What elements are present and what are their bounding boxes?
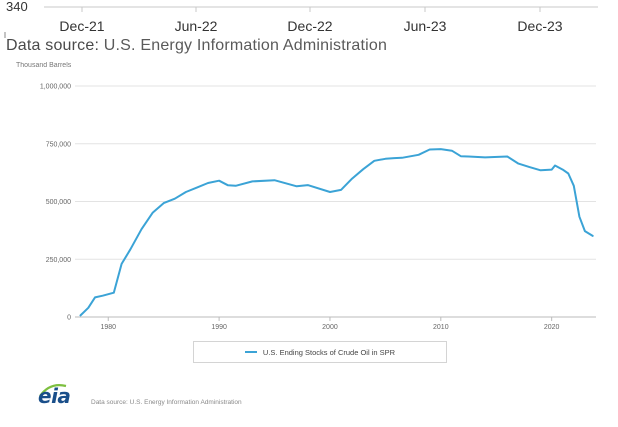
cropped-data-source: Data source: U.S. Energy Information Adm… [6, 37, 387, 55]
cropped-x-ticks: Dec-21 Jun-22 Dec-22 Jun-23 Dec-23 [59, 7, 563, 34]
legend-label: U.S. Ending Stocks of Crude Oil in SPR [262, 347, 396, 357]
x-tick-label: 2000 [322, 324, 338, 331]
data-source-note: Data source: U.S. Energy Information Adm… [91, 399, 242, 406]
cropped-data-source-label: Data source: [6, 37, 100, 54]
x-tick-layer: 1980 1990 2000 2010 2020 [100, 317, 560, 331]
y-tick-label: 750,000 [46, 141, 71, 148]
series-line-spr-stocks [79, 148, 594, 317]
y-tick-label: 250,000 [46, 257, 71, 264]
cropped-x-tick-label: Dec-22 [287, 18, 332, 34]
grid-layer [75, 85, 596, 318]
y-axis-unit-label: Thousand Barrels [16, 62, 72, 69]
y-tick-label: 500,000 [46, 199, 71, 206]
cropped-chart-strip: 340 Dec-21 Jun-22 Dec-22 Jun-23 Dec-23 Data … [0, 0, 618, 62]
cropped-y-tick-label: 340 [6, 0, 28, 14]
y-tick-layer: 0 250,000 500,000 750,000 1,000,000 [40, 84, 71, 322]
cropped-x-tick-label: Dec-23 [517, 18, 562, 34]
x-tick-label: 2020 [544, 324, 560, 331]
chart-plot: Thousand Barrels 0 250,000 500,000 750,000 1… [16, 62, 596, 331]
x-tick-label: 2010 [433, 324, 449, 331]
cropped-x-tick-label: Jun-22 [175, 18, 218, 34]
eia-logo: eia [38, 384, 71, 408]
x-tick-label: 1980 [100, 324, 116, 331]
y-tick-label: 0 [67, 315, 71, 322]
cropped-axis: 340 Dec-21 Jun-22 Dec-22 Jun-23 Dec-23 [4, 0, 598, 38]
x-tick-label: 1990 [211, 324, 227, 331]
legend-swatch [244, 351, 257, 353]
eia-logo-arc [39, 384, 67, 397]
chart-card: Thousand Barrels 0 250,000 500,000 750,000 1… [8, 62, 608, 422]
cropped-x-tick-label: Dec-21 [59, 18, 104, 34]
chart-legend[interactable]: U.S. Ending Stocks of Crude Oil in SPR [193, 341, 447, 363]
y-tick-label: 1,000,000 [40, 84, 71, 91]
cropped-data-source-text: U.S. Energy Information Administration [103, 37, 388, 54]
cropped-x-tick-label: Jun-23 [404, 18, 447, 34]
